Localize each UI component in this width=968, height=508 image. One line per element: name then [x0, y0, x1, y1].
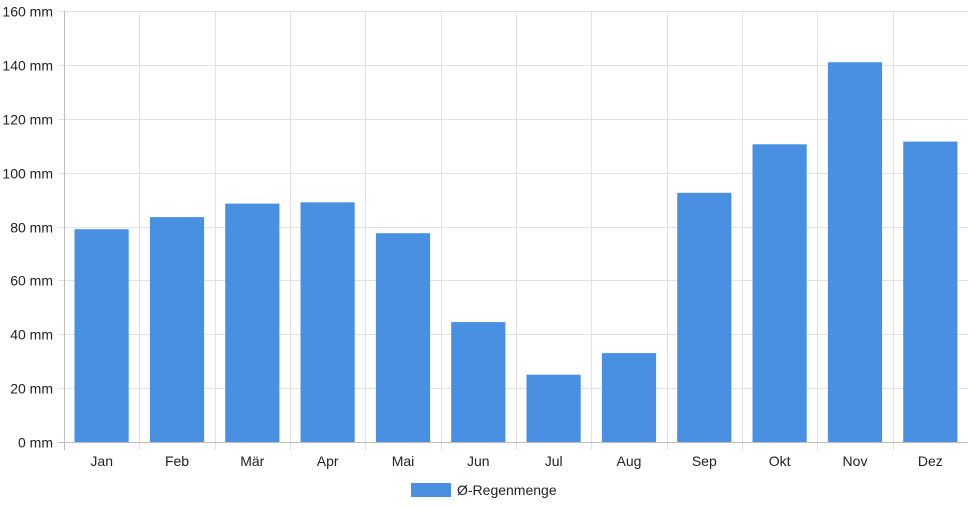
bar-jan[interactable]	[74, 229, 129, 442]
y-tick-label: 140 mm	[2, 58, 53, 74]
bar-jul[interactable]	[526, 374, 581, 442]
y-tick-label: 80 mm	[10, 220, 53, 236]
x-tick-label: Jan	[90, 453, 113, 469]
x-tick-label: Apr	[317, 453, 339, 469]
x-axis-tick-labels: Jan Feb Mär Apr Mai Jun Jul Aug Sep Okt Nov Dez	[90, 453, 942, 469]
y-tick-label: 120 mm	[2, 112, 53, 128]
y-tick-label: 20 mm	[10, 381, 53, 397]
x-tick-label: Nov	[843, 453, 868, 469]
bar-jun[interactable]	[451, 322, 506, 442]
bar-sep[interactable]	[677, 192, 732, 442]
y-tick-label: 40 mm	[10, 327, 53, 343]
x-tick-label: Mär	[240, 453, 264, 469]
x-tick-label: Aug	[617, 453, 642, 469]
legend[interactable]: Ø-Regenmenge	[411, 482, 557, 498]
x-tick-label: Dez	[918, 453, 943, 469]
axes	[58, 11, 968, 450]
bar-aug[interactable]	[601, 353, 657, 442]
legend-swatch	[411, 483, 451, 497]
x-tick-label: Jul	[545, 453, 563, 469]
y-axis-tick-labels: 0 mm 20 mm 40 mm 60 mm 80 mm 100 mm 120 mm 140 …	[2, 4, 53, 451]
y-tick-label: 60 mm	[10, 273, 53, 289]
legend-label: Ø-Regenmenge	[457, 482, 557, 498]
bar-dez[interactable]	[903, 141, 958, 442]
y-tick-label: 160 mm	[2, 4, 53, 20]
x-tick-label: Mai	[392, 453, 415, 469]
x-tick-label: Jun	[467, 453, 490, 469]
bar-feb[interactable]	[149, 217, 205, 442]
bar-mai[interactable]	[375, 233, 431, 442]
y-tick-label: 100 mm	[2, 166, 53, 182]
bar-okt[interactable]	[752, 144, 807, 443]
gridlines	[58, 11, 968, 450]
bar-apr[interactable]	[300, 202, 355, 442]
x-tick-label: Feb	[165, 453, 189, 469]
x-tick-label: Okt	[769, 453, 791, 469]
bar-nov[interactable]	[827, 62, 883, 442]
bar-mär[interactable]	[225, 203, 280, 442]
x-tick-label: Sep	[692, 453, 717, 469]
bars	[74, 62, 958, 443]
y-tick-label: 0 mm	[18, 435, 53, 451]
